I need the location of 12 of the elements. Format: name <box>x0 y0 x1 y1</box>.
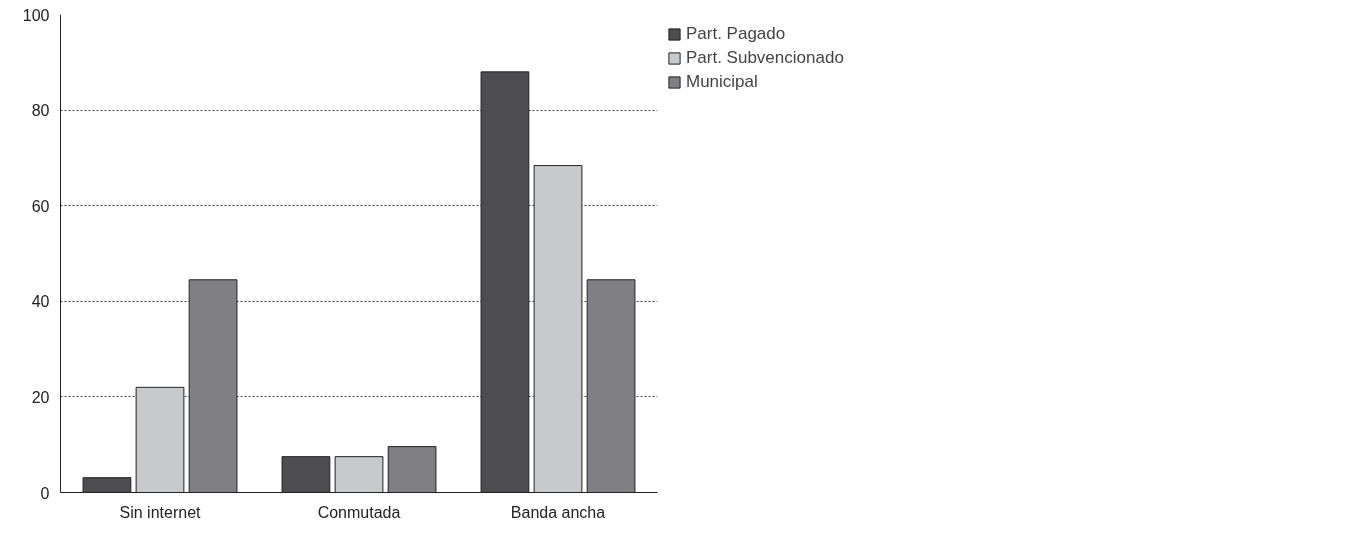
legend-label: Part. Subvencionado <box>686 48 844 68</box>
y-tick-label: 40 <box>31 293 50 311</box>
y-tick-label: 60 <box>31 197 50 215</box>
legend-label: Municipal <box>686 72 758 92</box>
y-tick-label: 20 <box>31 388 50 406</box>
x-tick-label: Banda ancha <box>510 503 606 521</box>
x-tick-label: Sin internet <box>119 503 202 521</box>
legend-label: Part. Pagado <box>686 24 786 44</box>
y-tick-label: 80 <box>31 102 50 120</box>
y-tick-label: 0 <box>40 484 50 502</box>
y-tick-label: 100 <box>22 6 50 24</box>
x-tick-label: Conmutada <box>317 503 401 521</box>
